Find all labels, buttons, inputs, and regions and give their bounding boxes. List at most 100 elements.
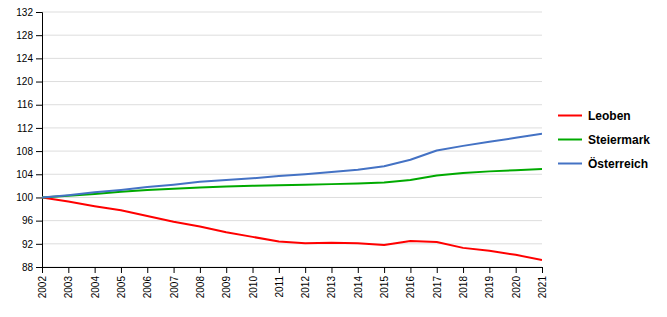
x-tick-mark xyxy=(121,267,122,273)
grid-line xyxy=(42,151,542,152)
y-tick: 128 xyxy=(16,30,42,41)
y-tick: 108 xyxy=(16,146,42,157)
y-tick-label: 96 xyxy=(22,215,34,226)
x-tick: 2013 xyxy=(326,267,337,298)
x-tick-mark xyxy=(200,267,201,273)
y-tick-label: 112 xyxy=(17,123,33,134)
series-line xyxy=(42,169,542,197)
y-tick: 120 xyxy=(16,76,42,87)
grid-line xyxy=(42,127,542,128)
x-tick-label: 2021 xyxy=(537,276,548,299)
x-tick-mark xyxy=(253,267,254,273)
x-tick-label: 2018 xyxy=(458,276,469,299)
grid-line xyxy=(42,12,542,13)
x-tick: 2012 xyxy=(300,267,311,298)
y-tick-mark xyxy=(36,58,42,59)
x-tick: 2009 xyxy=(221,267,232,298)
y-tick-mark xyxy=(36,174,42,175)
x-tick: 2016 xyxy=(405,267,416,298)
legend-label: Österreich xyxy=(588,156,648,171)
x-tick: 2017 xyxy=(432,267,443,298)
x-tick: 2019 xyxy=(484,267,495,298)
legend-swatch xyxy=(558,139,582,141)
y-tick-label: 132 xyxy=(16,7,33,18)
lines xyxy=(42,134,542,260)
y-tick-mark xyxy=(36,151,42,152)
y-tick-mark xyxy=(36,267,42,268)
y-tick: 88 xyxy=(22,262,42,273)
x-tick-mark xyxy=(95,267,96,273)
x-tick-label: 2020 xyxy=(511,276,522,299)
y-tick-mark xyxy=(36,12,42,13)
x-tick-label: 2014 xyxy=(353,276,364,299)
x-tick-mark xyxy=(279,267,280,273)
y-tick-mark xyxy=(36,221,42,222)
y-tick-label: 116 xyxy=(17,99,33,110)
y-tick: 104 xyxy=(16,169,42,180)
x-tick: 2010 xyxy=(248,267,259,298)
x-tick-label: 2012 xyxy=(300,276,311,299)
y-tick-mark xyxy=(36,105,42,106)
y-tick: 112 xyxy=(17,123,42,134)
series-line xyxy=(42,197,542,260)
legend-item: Österreich xyxy=(558,156,648,171)
y-tick-label: 124 xyxy=(16,53,33,64)
y-tick-label: 128 xyxy=(16,30,33,41)
x-tick: 2007 xyxy=(169,267,180,298)
y-tick-label: 92 xyxy=(22,239,34,250)
x-tick-label: 2016 xyxy=(405,276,416,299)
series-line xyxy=(42,134,542,198)
y-tick-label: 100 xyxy=(16,192,33,203)
x-tick-label: 2006 xyxy=(142,276,153,299)
x-tick-label: 2009 xyxy=(221,276,232,299)
y-tick-label: 104 xyxy=(16,169,33,180)
y-axis-line xyxy=(36,13,43,268)
y-tick-mark xyxy=(36,128,42,129)
legend-item: Leoben xyxy=(558,109,631,123)
y-axis: 88 92 96 100 104 108 112 116 120 124 128 132 xyxy=(16,7,42,273)
y-tick-mark xyxy=(36,197,42,198)
x-tick-mark xyxy=(226,267,227,273)
x-tick: 2020 xyxy=(511,267,522,298)
x-tick-label: 2019 xyxy=(484,276,495,299)
grid-line xyxy=(42,197,542,198)
y-tick-mark xyxy=(36,82,42,83)
y-tick: 100 xyxy=(16,192,42,203)
x-tick-mark xyxy=(358,267,359,273)
x-tick-mark xyxy=(147,267,148,273)
plot: 2002200320042005200620072008200920102011… xyxy=(16,7,548,299)
grid-line xyxy=(42,243,542,244)
x-tick-mark xyxy=(463,267,464,273)
y-tick: 132 xyxy=(16,7,42,18)
x-tick-mark xyxy=(542,267,543,273)
grid-line xyxy=(42,220,542,221)
legend-swatch xyxy=(558,115,582,117)
x-tick-mark xyxy=(331,267,332,273)
x-tick: 2004 xyxy=(90,267,101,298)
legend-label: Steiermark xyxy=(588,133,650,147)
x-tick-label: 2011 xyxy=(274,276,285,298)
x-tick-mark xyxy=(489,267,490,273)
x-tick-label: 2008 xyxy=(195,276,206,299)
grid-line xyxy=(42,104,542,105)
y-tick: 96 xyxy=(22,215,42,226)
x-tick: 2015 xyxy=(379,267,390,298)
y-tick: 124 xyxy=(16,53,42,64)
x-tick-mark xyxy=(384,267,385,273)
chart: 2002200320042005200620072008200920102011… xyxy=(0,0,667,317)
legend: Leoben Steiermark Österreich xyxy=(558,109,650,171)
x-tick: 2011 xyxy=(274,267,285,298)
y-tick-label: 88 xyxy=(22,262,34,273)
x-axis: 2002200320042005200620072008200920102011… xyxy=(37,267,548,298)
grid-line xyxy=(42,58,542,59)
x-tick-label: 2003 xyxy=(63,276,74,299)
grid-line xyxy=(42,81,542,82)
x-tick-mark xyxy=(410,267,411,273)
x-tick-mark xyxy=(174,267,175,273)
x-tick: 2006 xyxy=(142,267,153,298)
x-tick-label: 2015 xyxy=(379,276,390,299)
legend-swatch xyxy=(558,163,582,165)
x-tick: 2018 xyxy=(458,267,469,298)
grid xyxy=(42,12,542,267)
grid-line xyxy=(42,35,542,36)
